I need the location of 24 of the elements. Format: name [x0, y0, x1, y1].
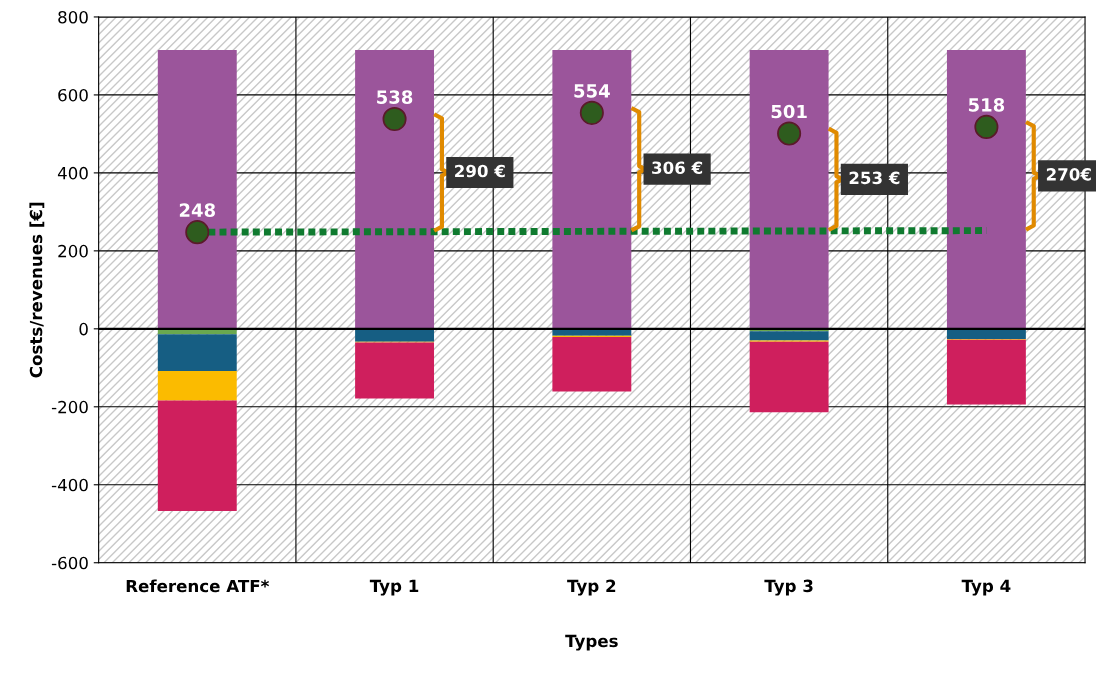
- x-tick-label: Typ 1: [369, 579, 419, 596]
- y-tick-label: 600: [58, 88, 88, 102]
- y-tick-label: -600: [51, 556, 88, 570]
- data-label: 518: [968, 98, 1005, 112]
- annotation: 290 €: [455, 164, 505, 178]
- annotation: 306 €: [652, 161, 703, 175]
- x-tick-label: Typ 3: [764, 579, 813, 596]
- x-tick-label: Typ 4: [961, 579, 1011, 596]
- y-axis-title: Costs/revenues [€]: [29, 202, 45, 378]
- data-label: 554: [574, 84, 610, 98]
- y-tick-label: 0: [79, 322, 88, 336]
- x-tick-label: Reference ATF*: [126, 579, 270, 593]
- x-tick-label: Typ 2: [567, 579, 616, 596]
- x-axis-title: Types: [565, 634, 618, 651]
- y-tick-label: 200: [58, 244, 88, 258]
- annotation: 253 €: [849, 171, 900, 185]
- data-label: 538: [377, 90, 413, 104]
- y-tick-label: -200: [51, 400, 88, 414]
- y-tick-label: -400: [51, 478, 88, 492]
- y-tick-label: 800: [58, 10, 88, 24]
- data-label: 248: [179, 203, 215, 217]
- data-label: 501: [771, 104, 807, 119]
- y-tick-label: 400: [57, 166, 88, 180]
- annotation: 270€: [1046, 168, 1091, 181]
